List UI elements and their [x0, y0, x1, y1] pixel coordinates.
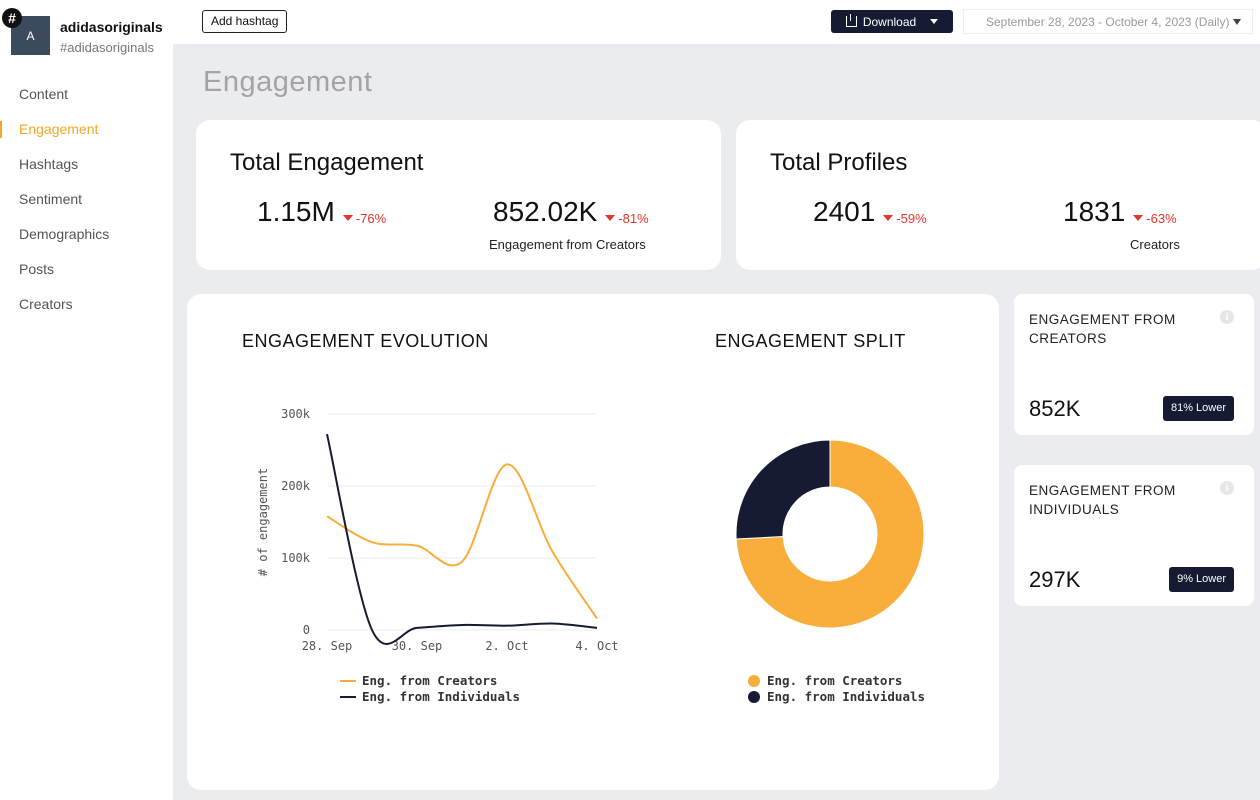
page-title: Engagement — [203, 66, 373, 98]
caret-down-icon — [930, 19, 939, 24]
y-tick-label: 0 — [303, 623, 310, 637]
y-tick-label: 300k — [281, 407, 311, 421]
download-icon — [845, 14, 857, 27]
download-label: Download — [862, 14, 917, 29]
sidebar-item-posts[interactable]: Posts — [19, 261, 55, 277]
side-card-title: ENGAGEMENT FROM INDIVIDUALS — [1029, 483, 1176, 517]
legend-swatch — [340, 679, 356, 682]
caret-down-icon — [605, 215, 616, 221]
sidebar-item-creators[interactable]: Creators — [19, 296, 73, 312]
y-axis-label: # of engagement — [256, 468, 270, 576]
download-button[interactable]: Download — [831, 10, 953, 33]
stat-sub-label: Creators — [1130, 237, 1180, 252]
legend-swatch — [748, 690, 760, 703]
pie-slice-creators[interactable] — [735, 439, 925, 629]
side-card-value: 297K — [1029, 567, 1081, 592]
x-tick-label: 2. Oct — [485, 639, 528, 653]
card-title: Total Engagement — [230, 149, 424, 176]
sidebar-item-demographics[interactable]: Demographics — [19, 226, 110, 242]
sidebar-item-sentiment[interactable]: Sentiment — [19, 191, 83, 207]
engagement-evolution-title: ENGAGEMENT EVOLUTION — [242, 331, 489, 351]
sidebar-item-content[interactable]: Content — [19, 86, 69, 102]
stat-value: 852.02K -81% — [493, 196, 649, 228]
creators-side-card: ENGAGEMENT FROM CREATORS i 852K 81% Lowe… — [1014, 294, 1254, 435]
legend-label: Eng. from Individuals — [362, 689, 521, 704]
legend-item-individuals[interactable]: Eng. from Individuals — [340, 689, 520, 704]
add-hashtag-button[interactable]: Add hashtag — [202, 10, 288, 33]
account-handle: #adidasoriginals — [60, 40, 154, 55]
sidebar-nav: Content Engagement Hashtags Sentiment De… — [0, 77, 173, 322]
total-profiles-value: 2401 — [813, 196, 876, 227]
creators-engagement-value: 852.02K — [493, 196, 598, 227]
legend-item-creators[interactable]: Eng. from Creators — [748, 673, 902, 688]
creators-profiles-value: 1831 — [1063, 196, 1126, 227]
x-tick-label: 30. Sep — [392, 639, 443, 653]
delta-badge: -76% — [342, 210, 387, 226]
side-card-value: 852K — [1029, 396, 1081, 421]
total-profiles-card: Total Profiles 2401 -59% 1831 -63% Creat… — [736, 120, 1260, 270]
stat-value: 1831 -63% — [1063, 196, 1177, 228]
info-icon[interactable]: i — [1220, 481, 1234, 495]
caret-down-icon — [1233, 18, 1242, 25]
x-tick-label: 28. Sep — [302, 639, 353, 653]
legend-label: Eng. from Individuals — [767, 689, 926, 704]
delta-badge: -81% — [605, 210, 649, 226]
hashtag-icon: # — [2, 8, 22, 28]
delta-value: -59% — [896, 210, 927, 226]
delta-badge: -59% — [883, 210, 927, 226]
delta-value: -81% — [618, 210, 649, 226]
status-badge: 81% Lower — [1162, 396, 1234, 421]
y-tick-label: 100k — [281, 551, 311, 565]
delta-value: -76% — [355, 210, 387, 226]
legend-label: Eng. from Creators — [362, 673, 498, 688]
legend-item-individuals[interactable]: Eng. from Individuals — [748, 689, 925, 704]
stat-value: 2401 -59% — [813, 196, 927, 228]
charts-card: ENGAGEMENT EVOLUTION ENGAGEMENT SPLIT 0 1… — [187, 294, 999, 790]
total-engagement-value: 1.15M — [257, 196, 335, 227]
legend-swatch — [340, 695, 356, 698]
caret-down-icon — [342, 215, 353, 221]
date-range-picker[interactable]: September 28, 2023 - October 4, 2023 (Da… — [963, 9, 1253, 34]
sidebar: # A adidasoriginals #adidasoriginals Con… — [0, 0, 173, 800]
pie-slice-individuals[interactable] — [735, 439, 831, 540]
stat-value: 1.15M -76% — [257, 196, 386, 228]
caret-down-icon — [883, 215, 894, 221]
series-line-individuals — [326, 433, 598, 645]
legend-swatch — [748, 674, 760, 687]
card-title: Total Profiles — [770, 149, 908, 176]
delta-badge: -63% — [1133, 210, 1177, 226]
x-tick-label: 4. Oct — [575, 639, 618, 653]
info-icon[interactable]: i — [1220, 310, 1234, 324]
top-bar: Add hashtag Download September 28, 2023 … — [173, 0, 1260, 44]
date-range-label: September 28, 2023 - October 4, 2023 (Da… — [986, 14, 1230, 29]
legend-item-creators[interactable]: Eng. from Creators — [340, 673, 497, 688]
engagement-split-title: ENGAGEMENT SPLIT — [715, 331, 906, 351]
caret-down-icon — [1133, 215, 1144, 221]
total-engagement-card: Total Engagement 1.15M -76% 852.02K -81%… — [196, 120, 721, 270]
status-badge: 9% Lower — [1169, 567, 1234, 592]
stat-sub-label: Engagement from Creators — [489, 237, 646, 252]
sidebar-item-engagement[interactable]: Engagement — [0, 112, 173, 147]
series-line-creators — [326, 463, 598, 620]
sidebar-item-hashtags[interactable]: Hashtags — [19, 156, 79, 172]
individuals-side-card: ENGAGEMENT FROM INDIVIDUALS i 297K 9% Lo… — [1014, 465, 1254, 606]
side-card-title: ENGAGEMENT FROM CREATORS — [1029, 312, 1176, 346]
account-name: adidasoriginals — [60, 19, 163, 35]
engagement-split-chart — [735, 439, 925, 629]
engagement-evolution-chart: 0 100k 200k 300k 28. Sep 30. Sep 2. Oct 4. Oct #… — [256, 407, 619, 653]
y-tick-label: 200k — [281, 479, 311, 493]
legend-label: Eng. from Creators — [767, 673, 903, 688]
delta-value: -63% — [1146, 210, 1177, 226]
